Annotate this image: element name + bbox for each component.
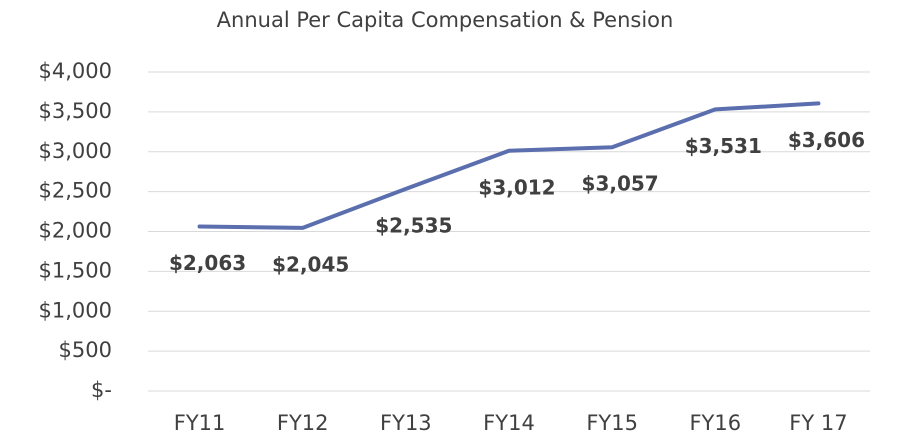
y-tick-label: $1,000 [39,298,112,322]
data-label: $2,535 [375,213,452,237]
data-label: $2,063 [169,251,246,275]
x-tick-label: FY11 [174,411,226,435]
line [197,101,821,230]
x-tick-label: FY12 [277,411,329,435]
y-tick-label: $2,000 [39,219,112,243]
x-tick-label: FY 17 [789,411,847,435]
chart-title: Annual Per Capita Compensation & Pension [217,8,674,32]
data-label: $3,606 [788,128,865,152]
y-tick-label: $1,500 [39,258,112,282]
x-tick-label: FY14 [483,411,535,435]
y-tick-label: $4,000 [39,59,112,83]
y-tick-label: $3,500 [39,99,112,123]
x-tick-label: FY13 [380,411,432,435]
data-label: $3,531 [685,134,762,158]
y-tick-label: $3,000 [39,139,112,163]
x-tick-label: FY15 [586,411,638,435]
x-tick-label: FY16 [689,411,741,435]
data-label: $3,057 [582,172,659,196]
data-label: $3,012 [478,175,555,199]
y-tick-label: $2,500 [39,179,112,203]
y-tick-label: $500 [59,338,112,362]
y-tick-label: $- [91,378,112,402]
data-label: $2,045 [272,252,349,276]
